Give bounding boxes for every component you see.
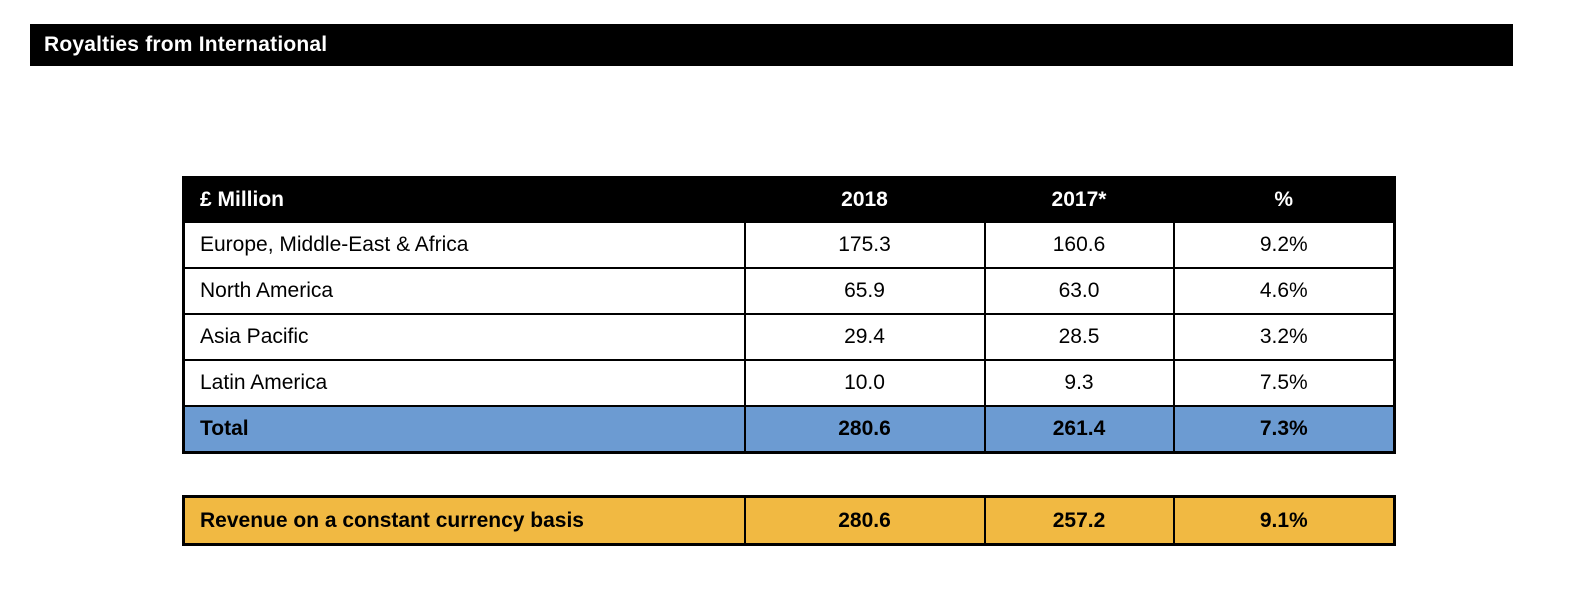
region-label: Asia Pacific [182, 312, 746, 361]
value-2018: 175.3 [743, 220, 986, 269]
region-label: North America [182, 266, 746, 315]
constant-currency-2017: 257.2 [983, 495, 1175, 546]
header-unit-label: £ Million [182, 176, 746, 223]
constant-currency-pct: 9.1% [1172, 495, 1396, 546]
value-2018: 65.9 [743, 266, 986, 315]
region-label: Europe, Middle-East & Africa [182, 220, 746, 269]
total-2018: 280.6 [743, 404, 986, 454]
value-2017: 9.3 [983, 358, 1175, 407]
total-pct: 7.3% [1172, 404, 1396, 454]
header-year-2018: 2018 [743, 176, 986, 223]
constant-currency-table: Revenue on a constant currency basis 280… [182, 495, 1396, 546]
header-year-2017: 2017* [983, 176, 1175, 223]
table-row-constant-currency: Revenue on a constant currency basis 280… [182, 495, 1396, 546]
constant-currency-2018: 280.6 [743, 495, 986, 546]
section-title-bar: Royalties from International [30, 24, 1513, 66]
constant-currency-label: Revenue on a constant currency basis [182, 495, 746, 546]
value-2017: 63.0 [983, 266, 1175, 315]
value-pct: 3.2% [1172, 312, 1396, 361]
value-pct: 9.2% [1172, 220, 1396, 269]
table-row-north-america: North America 65.9 63.0 4.6% [182, 266, 1396, 315]
value-2018: 10.0 [743, 358, 986, 407]
royalties-table: £ Million 2018 2017* % Europe, Middle-Ea… [182, 176, 1396, 454]
royalties-table-header: £ Million 2018 2017* % [182, 176, 1396, 223]
region-label: Latin America [182, 358, 746, 407]
header-row: £ Million 2018 2017* % [182, 176, 1396, 223]
total-label: Total [182, 404, 746, 454]
table-row-latin-america: Latin America 10.0 9.3 7.5% [182, 358, 1396, 407]
total-2017: 261.4 [983, 404, 1175, 454]
value-2018: 29.4 [743, 312, 986, 361]
value-pct: 4.6% [1172, 266, 1396, 315]
table-row-emea: Europe, Middle-East & Africa 175.3 160.6… [182, 220, 1396, 269]
value-pct: 7.5% [1172, 358, 1396, 407]
table-row-asia-pacific: Asia Pacific 29.4 28.5 3.2% [182, 312, 1396, 361]
table-row-total: Total 280.6 261.4 7.3% [182, 404, 1396, 454]
header-percent: % [1172, 176, 1396, 223]
value-2017: 28.5 [983, 312, 1175, 361]
value-2017: 160.6 [983, 220, 1175, 269]
